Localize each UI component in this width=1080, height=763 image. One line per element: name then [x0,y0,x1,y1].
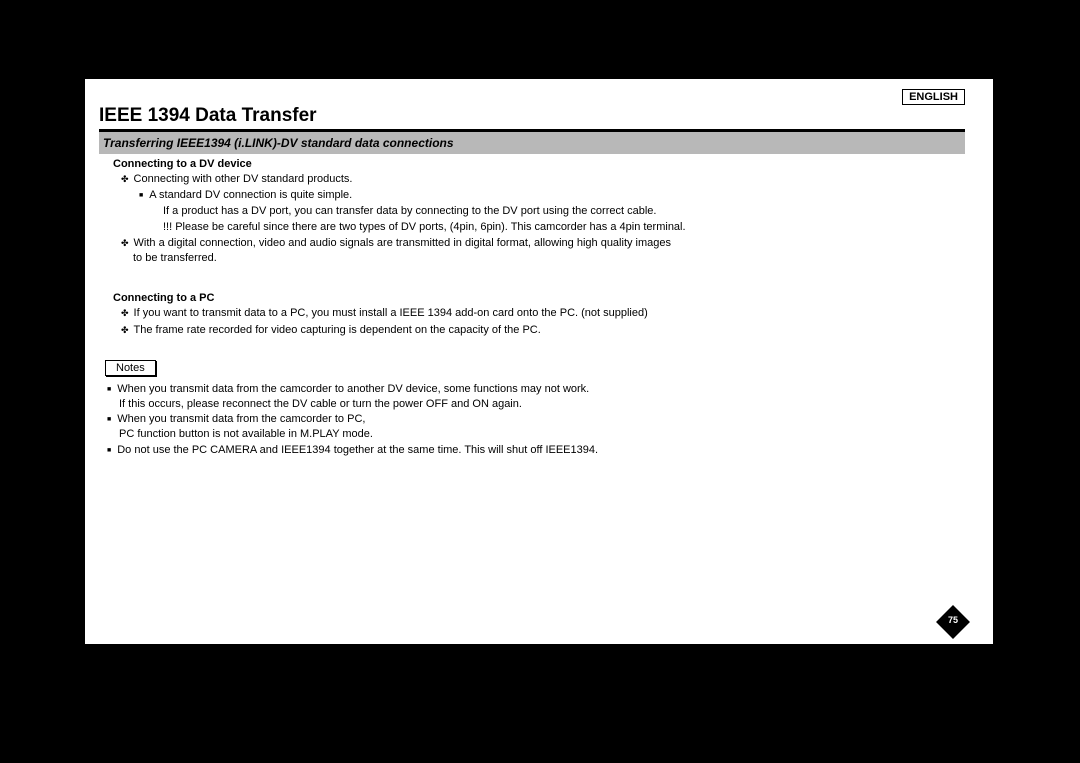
note-item: When you transmit data from the camcorde… [99,382,965,397]
text-line: to be transferred. [133,252,217,264]
pc-content: If you want to transmit data to a PC, yo… [99,306,965,338]
bullet-item: If you want to transmit data to a PC, yo… [99,306,965,321]
page-title: IEEE 1394 Data Transfer [99,105,965,127]
text-line: If a product has a DV port, you can tran… [99,204,965,219]
notes-label-box: Notes [105,360,156,376]
bullet-sub-item: A standard DV connection is quite simple… [99,188,965,203]
section-header-bar: Transferring IEEE1394 (i.LINK)-DV standa… [99,132,965,154]
text-line: With a digital connection, video and aud… [133,237,671,249]
note-item: Do not use the PC CAMERA and IEEE1394 to… [99,443,965,458]
subheading-pc: Connecting to a PC [113,292,965,304]
note-continuation: PC function button is not available in M… [99,427,965,442]
note-item: When you transmit data from the camcorde… [99,412,965,427]
section-header-text: Transferring IEEE1394 (i.LINK)-DV standa… [103,136,454,150]
page-number: 75 [935,615,971,625]
warning-line: !!! Please be careful since there are tw… [99,220,965,235]
notes-list: When you transmit data from the camcorde… [99,382,965,458]
page-number-badge: 75 [935,604,971,640]
subheading-dv: Connecting to a DV device [113,158,965,170]
manual-page: ENGLISH IEEE 1394 Data Transfer Transfer… [85,79,993,644]
bullet-item: Connecting with other DV standard produc… [99,172,965,187]
bullet-item: With a digital connection, video and aud… [99,236,965,266]
note-continuation: If this occurs, please reconnect the DV … [99,397,965,412]
language-badge: ENGLISH [902,89,965,105]
dv-content: Connecting with other DV standard produc… [99,172,965,266]
bullet-item: The frame rate recorded for video captur… [99,323,965,338]
